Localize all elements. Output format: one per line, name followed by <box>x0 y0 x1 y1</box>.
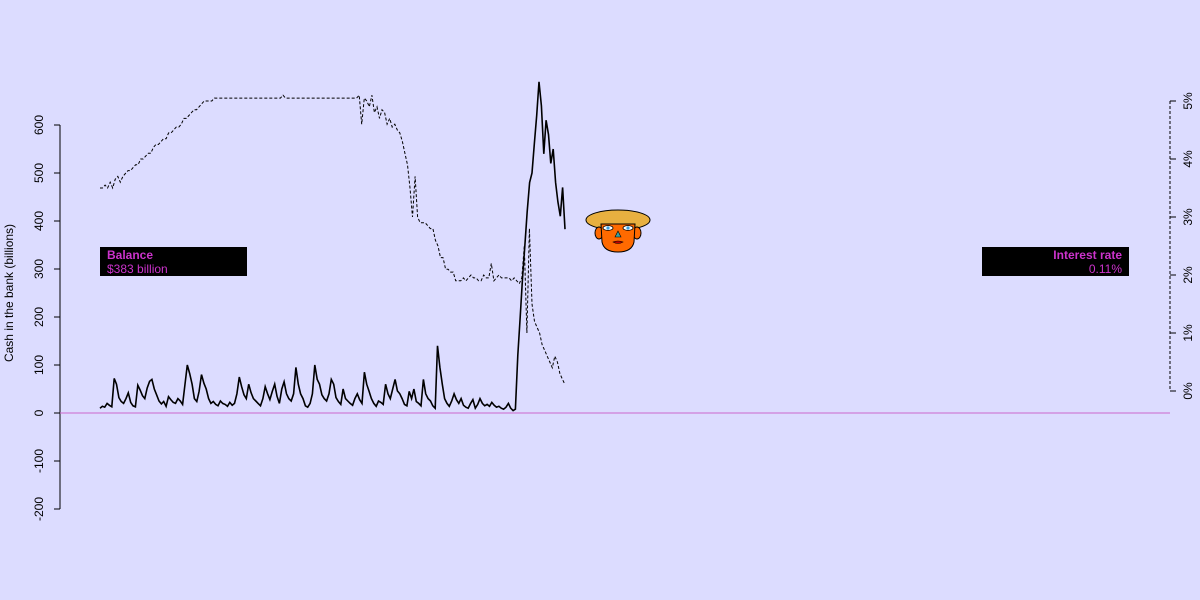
face-icon <box>585 209 651 253</box>
right-axis: 0% 1% 2% 3% 4% 5% <box>1169 92 1195 400</box>
interest-rate-value: 0.11% <box>1088 262 1122 276</box>
y2-tick-label: 1% <box>1181 324 1195 342</box>
balance-title: Balance <box>107 248 154 262</box>
interest-rate-line <box>100 94 566 385</box>
y-tick-label: 200 <box>32 307 46 327</box>
y-tick-label: -100 <box>32 449 46 473</box>
left-axis: -200 -100 0 100 200 300 400 500 600 <box>32 115 61 521</box>
balance-box: Balance $383 billion <box>100 247 247 276</box>
y-tick-label: 400 <box>32 211 46 231</box>
interest-rate-box: Interest rate 0.11% <box>982 247 1129 276</box>
y-axis-label: Cash in the bank (billions) <box>2 224 16 362</box>
y2-tick-label: 3% <box>1181 208 1195 226</box>
y-tick-label: 0 <box>32 409 46 416</box>
y2-tick-label: 5% <box>1181 92 1195 110</box>
interest-rate-title: Interest rate <box>1053 248 1122 262</box>
y2-tick-label: 0% <box>1181 382 1195 400</box>
y-tick-label: 100 <box>32 355 46 375</box>
balance-value: $383 billion <box>107 262 168 276</box>
y-tick-label: -200 <box>32 497 46 521</box>
balance-line <box>99 81 566 412</box>
y2-tick-label: 4% <box>1181 150 1195 168</box>
y-tick-label: 300 <box>32 259 46 279</box>
y-tick-label: 600 <box>32 115 46 135</box>
y2-tick-label: 2% <box>1181 266 1195 284</box>
y-tick-label: 500 <box>32 163 46 183</box>
